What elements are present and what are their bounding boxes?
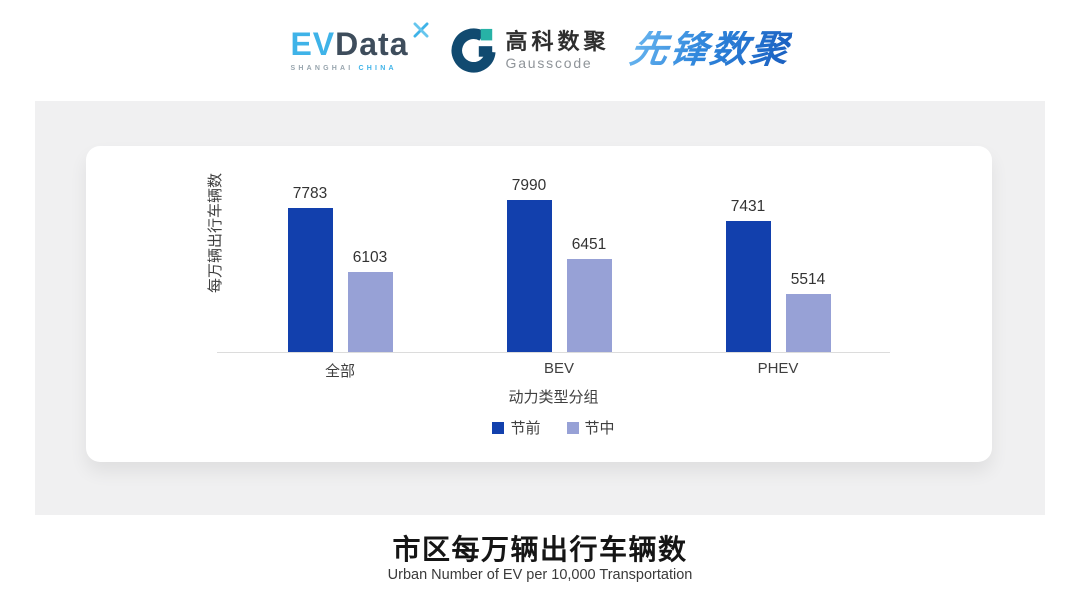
evdata-logo: EV Data SHANGHAI CHINA	[290, 22, 430, 72]
page-title: 市区每万辆出行车辆数	[392, 534, 688, 565]
pioneer-logo: 先锋数聚	[626, 29, 793, 71]
legend-swatch-icon	[566, 421, 579, 434]
evdata-ev-text: EV	[290, 26, 336, 62]
legend-label: 节中	[584, 420, 615, 437]
legend-item-节中: 节中	[566, 417, 615, 438]
value-label: 5514	[790, 271, 826, 288]
evdata-wordmark: EV Data	[290, 22, 430, 62]
gausscode-g-icon	[451, 28, 496, 73]
gausscode-text-block: 高科数聚 Gausscode	[506, 29, 610, 70]
value-label: 7990	[511, 177, 547, 194]
category-label-全部: 全部	[324, 363, 355, 380]
page-subtitle: Urban Number of EV per 10,000 Transporta…	[387, 567, 693, 583]
bar-节中-全部	[347, 272, 393, 352]
evdata-data-text: Data	[335, 26, 409, 62]
gausscode-cn-text: 高科数聚	[505, 29, 610, 55]
legend-label: 节前	[510, 420, 541, 437]
evdata-subtext: SHANGHAI CHINA	[290, 65, 430, 72]
value-label: 6451	[571, 236, 607, 253]
bar-节中-BEV	[566, 259, 612, 352]
legend: 节前 节中	[217, 417, 890, 438]
plot-area: 7783 6103 全部 7990 6451 BEV 7431 5514 PHEV	[217, 177, 890, 380]
gausscode-logo: 高科数聚 Gausscode	[451, 27, 610, 73]
gausscode-en-text: Gausscode	[505, 54, 593, 71]
value-label: 6103	[352, 249, 388, 266]
legend-swatch-icon	[492, 421, 505, 434]
category-label-BEV: BEV	[543, 360, 574, 377]
evdata-china-text: CHINA	[358, 65, 397, 72]
category-label-PHEV: PHEV	[757, 360, 799, 377]
chart-card: 每万辆出行车辆数 7783 6103 全部 7990 6451 BEV 7431 5514 PH…	[86, 146, 992, 462]
legend-item-节前: 节前	[492, 417, 541, 438]
bar-节前-全部	[287, 208, 333, 352]
chart-panel: 每万辆出行车辆数 7783 6103 全部 7990 6451 BEV 7431 5514 PH…	[35, 101, 1045, 515]
bar-节中-PHEV	[785, 294, 831, 352]
evdata-x-icon	[413, 22, 428, 38]
x-axis-label: 动力类型分组	[508, 389, 599, 406]
evdata-shanghai-text: SHANGHAI	[290, 65, 354, 72]
value-label: 7431	[730, 198, 766, 215]
bar-节前-PHEV	[725, 221, 771, 352]
x-axis-line	[217, 352, 890, 353]
bar-节前-BEV	[506, 200, 552, 352]
header-logo-strip: EV Data SHANGHAI CHINA 高科数聚 Gausscode 先锋数…	[0, 0, 1080, 100]
value-label: 7783	[292, 185, 328, 202]
